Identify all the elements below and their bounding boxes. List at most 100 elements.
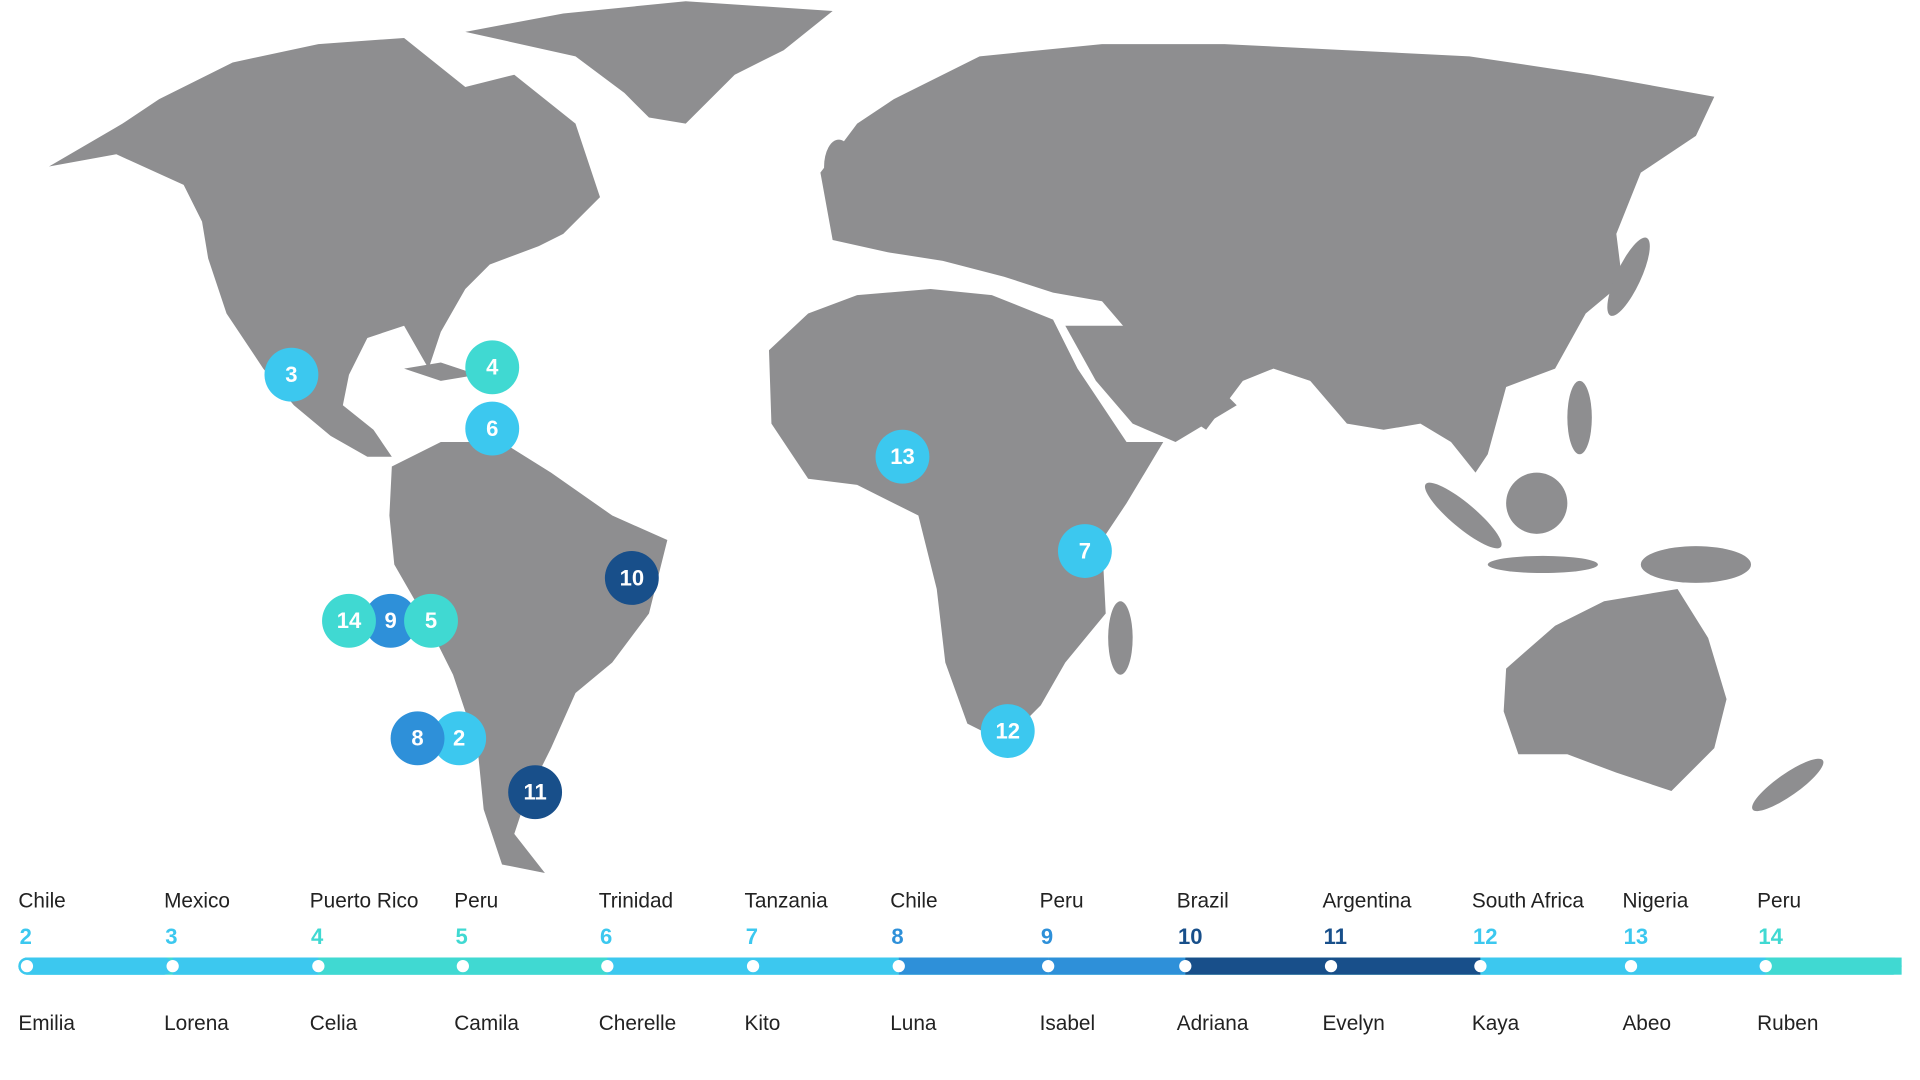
map-markers: 2 3 4 6 7 9 10 11 12 13 14 5 8 (264, 340, 1112, 820)
timeline-dot (1759, 960, 1772, 973)
timeline-dot (1474, 960, 1487, 973)
timeline-segment (1765, 957, 1902, 975)
number-label: 12 (1473, 924, 1498, 949)
marker (322, 593, 376, 648)
timeline-dot (312, 960, 325, 973)
timeline-segment (318, 957, 463, 975)
number-label: 14 (1758, 924, 1783, 949)
country-label: Trinidad (599, 889, 673, 912)
timeline-segment (1048, 957, 1186, 975)
country-label: Chile (890, 889, 937, 912)
timeline-segments (18, 957, 1902, 975)
caribbean (404, 362, 478, 381)
country-label: Puerto Rico (310, 889, 419, 912)
australia (1503, 588, 1727, 792)
person-name: Lorena (164, 1012, 229, 1035)
timeline-segment (607, 957, 754, 975)
timeline-labels: Chile 2 Emilia Mexico 3 Lorena Puerto Rico 4 Cel… (18, 889, 1818, 1034)
person-name: Kito (744, 1012, 780, 1035)
timeline-dot (1042, 960, 1055, 973)
marker-number: 2 (453, 726, 465, 751)
timeline-segment (1631, 957, 1766, 975)
person-name: Evelyn (1322, 1012, 1384, 1035)
marker-number: 11 (523, 780, 546, 805)
timeline-dots (20, 960, 1772, 973)
number-label: 5 (456, 924, 468, 949)
marker (465, 340, 520, 395)
person-name: Abeo (1622, 1012, 1671, 1035)
marker (363, 593, 418, 648)
person-name: Celia (310, 1012, 358, 1035)
number-label: 13 (1624, 924, 1649, 949)
arabia (1065, 325, 1237, 443)
number-label: 3 (165, 924, 177, 949)
timeline-dot (166, 960, 179, 973)
marker (980, 704, 1035, 758)
java (1487, 555, 1598, 574)
country-label: Nigeria (1622, 889, 1688, 912)
japan (1607, 237, 1650, 316)
marker (465, 401, 520, 456)
marker-number: 10 (620, 565, 645, 590)
north-america (48, 37, 600, 457)
marker-number: 14 (337, 608, 362, 633)
person-name: Kaya (1472, 1012, 1520, 1035)
timeline-dot (1179, 960, 1192, 973)
timeline-segment (753, 957, 899, 975)
country-label: Peru (454, 889, 498, 912)
marker (508, 765, 563, 820)
marker-number: 12 (995, 718, 1020, 743)
new-zealand (1752, 758, 1824, 812)
philippines (1567, 380, 1592, 455)
person-name: Ruben (1757, 1012, 1818, 1035)
timeline-dot (746, 960, 760, 973)
person-name: Camila (454, 1012, 519, 1035)
marker-number: 8 (411, 726, 423, 751)
uk (824, 139, 854, 194)
timeline-dot (601, 960, 614, 973)
timeline-segment (18, 957, 173, 975)
africa (768, 288, 1164, 743)
person-name: Cherelle (599, 1012, 676, 1035)
eurasia (820, 44, 1715, 473)
timeline-dot (456, 960, 469, 973)
country-label: Peru (1757, 889, 1801, 912)
number-label: 2 (20, 924, 32, 949)
timeline-dot (1324, 960, 1338, 973)
new-guinea (1640, 546, 1752, 583)
marker (432, 711, 487, 766)
marker-number: 13 (890, 444, 915, 469)
borneo (1506, 472, 1568, 534)
marker-number: 4 (486, 355, 499, 380)
south-america (389, 442, 668, 874)
timeline-segment (1331, 957, 1481, 975)
marker (875, 429, 930, 484)
marker (390, 711, 445, 766)
marker (604, 551, 659, 605)
country-label: Argentina (1322, 889, 1411, 912)
person-name: Adriana (1177, 1012, 1249, 1035)
timeline-dot (892, 960, 905, 973)
number-label: 7 (746, 924, 758, 949)
number-label: 8 (891, 924, 903, 949)
timeline-segment (462, 957, 608, 975)
country-label: Chile (18, 889, 65, 912)
marker-number: 9 (384, 608, 396, 633)
number-label: 9 (1041, 924, 1053, 949)
marker (404, 593, 458, 648)
country-label: Mexico (164, 889, 230, 912)
greenland (465, 1, 833, 124)
timeline-segment (898, 957, 1049, 975)
number-label: 11 (1324, 924, 1347, 949)
sumatra (1424, 482, 1502, 549)
country-label: Tanzania (744, 889, 828, 912)
person-name: Emilia (18, 1012, 75, 1035)
world-map (48, 1, 1824, 874)
marker-number: 5 (425, 608, 437, 633)
country-label: Peru (1040, 889, 1084, 912)
marker-number: 6 (486, 416, 498, 441)
person-name: Luna (890, 1012, 937, 1035)
timeline-dot (1624, 960, 1638, 973)
